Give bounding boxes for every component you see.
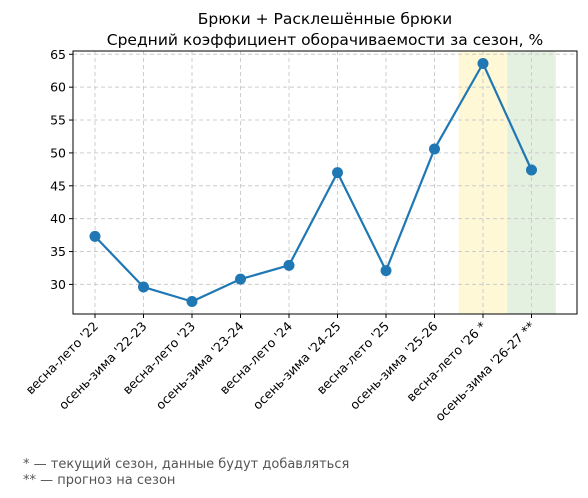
x-tick-label: осень-зима '25-26 bbox=[347, 318, 441, 412]
data-point bbox=[138, 281, 149, 293]
plot-frame bbox=[72, 50, 578, 315]
y-tick-label: 60 bbox=[50, 80, 66, 95]
data-point bbox=[186, 296, 198, 308]
y-axis: 30 35 40 45 50 55 60 65 bbox=[50, 47, 73, 292]
y-tick-label: 50 bbox=[50, 145, 66, 160]
y-tick-label: 55 bbox=[50, 113, 66, 128]
data-point bbox=[477, 57, 489, 69]
data-point bbox=[332, 167, 343, 179]
chart-title: Брюки + Расклешённые брюки bbox=[198, 10, 453, 28]
x-tick-label: осень-зима '23-24 bbox=[153, 318, 247, 412]
footnote-current-season: * — текущий сезон, данные будут добавлят… bbox=[23, 457, 350, 472]
footnote-forecast: ** — прогноз на сезон bbox=[23, 473, 176, 488]
data-point bbox=[429, 143, 440, 155]
data-point bbox=[235, 273, 246, 285]
x-tick-label: осень-зима '22-23 bbox=[56, 319, 150, 413]
series-line bbox=[94, 62, 533, 303]
y-tick-label: 45 bbox=[50, 178, 66, 193]
data-point bbox=[526, 164, 537, 176]
x-tick-label: осень-зима '26-27 ** bbox=[432, 319, 538, 425]
data-point bbox=[89, 230, 101, 242]
highlight-band bbox=[458, 51, 508, 314]
y-tick-label: 30 bbox=[50, 277, 66, 292]
highlight-bands bbox=[458, 51, 556, 314]
y-tick-label: 40 bbox=[50, 211, 66, 226]
chart-subtitle: Средний коэффициент оборачиваемости за с… bbox=[107, 31, 543, 49]
series bbox=[89, 57, 537, 308]
y-tick-label: 65 bbox=[50, 47, 66, 62]
x-tick-label: осень-зима '24-25 bbox=[250, 319, 344, 413]
data-point bbox=[283, 259, 295, 271]
y-tick-label: 35 bbox=[50, 244, 66, 259]
highlight-band bbox=[507, 51, 556, 314]
data-point bbox=[380, 265, 392, 277]
